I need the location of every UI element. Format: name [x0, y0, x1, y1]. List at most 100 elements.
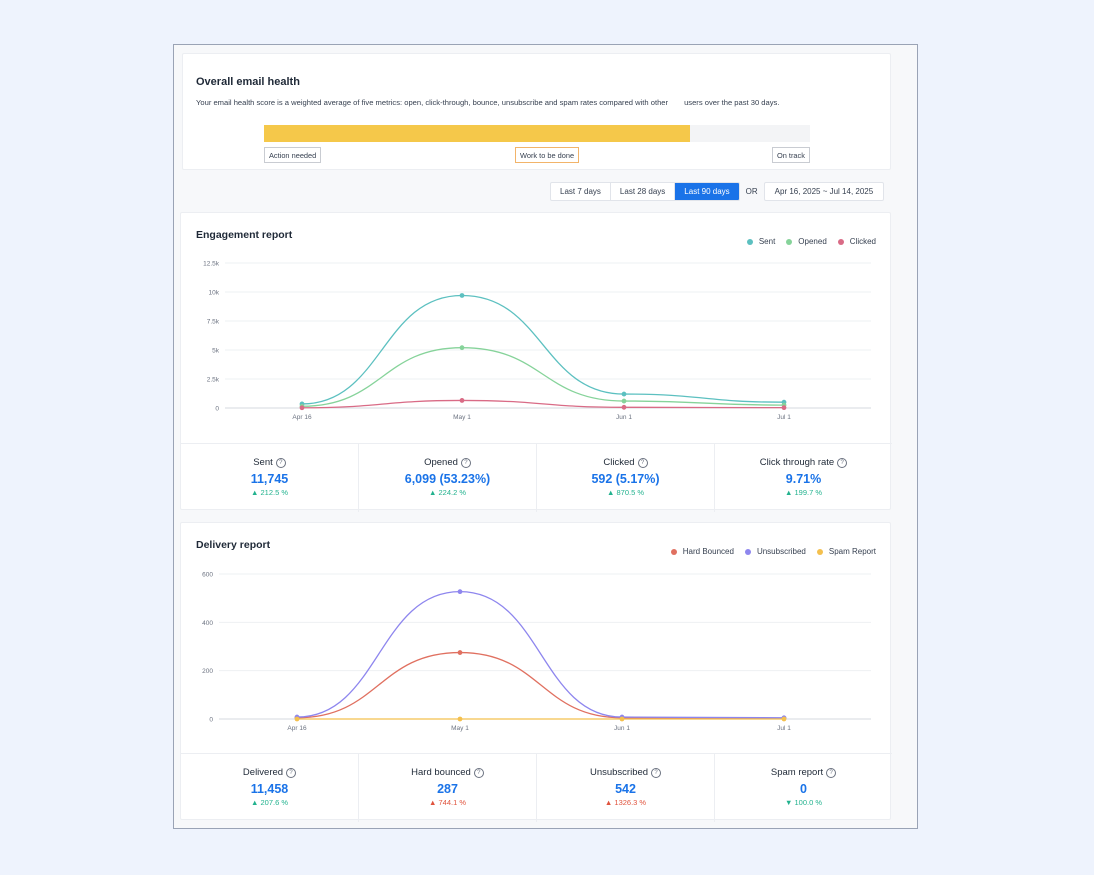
engagement-report-title: Engagement report	[196, 229, 293, 241]
stat-change: ▲ 870.5 %	[606, 488, 645, 497]
series-line-opened	[301, 347, 785, 407]
legend-label: Clicked	[849, 237, 876, 246]
legend-dot	[670, 548, 677, 555]
x-tick-label: Jun 1	[616, 414, 632, 421]
email-health-card: Overall email health Your email health s…	[182, 53, 891, 170]
y-tick-label: 200	[202, 668, 213, 675]
series-line-clicked	[301, 399, 785, 409]
legend-clicked[interactable]: Clicked	[837, 237, 876, 246]
stat-change: ▲ 199.7 %	[784, 488, 823, 497]
legend-label: Unsubscribed	[756, 547, 806, 556]
date-filters: Last 7 days Last 28 days Last 90 days OR…	[550, 182, 885, 201]
legend-label: Spam Report	[828, 547, 876, 556]
stat-spam-report: Spam report? 0 ▼ 100.0 %	[715, 754, 892, 822]
legend-dot	[746, 238, 753, 245]
legend-spam-report[interactable]: Spam Report	[816, 547, 876, 556]
data-point[interactable]	[459, 398, 465, 403]
stat-label: Delivered	[242, 767, 284, 778]
stat-change: ▲ 207.6 %	[250, 798, 289, 807]
legend-unsubscribed[interactable]: Unsubscribed	[744, 547, 806, 556]
y-tick-label: 0	[215, 406, 219, 413]
help-icon[interactable]: ?	[637, 457, 648, 468]
data-point[interactable]	[457, 650, 463, 655]
stat-label: Sent	[253, 457, 273, 468]
last-7-days-button[interactable]: Last 7 days	[551, 183, 611, 200]
data-point[interactable]	[781, 405, 787, 411]
description-part-1: Your email health score is a weighted av…	[196, 98, 669, 107]
stat-change: ▲ 224.2 %	[428, 488, 467, 497]
engagement-stats: Sent? 11,745 ▲ 212.5 % Opened? 6,099 (53…	[181, 443, 892, 512]
help-icon[interactable]: ?	[286, 767, 297, 778]
series-line-unsubscribed	[296, 590, 785, 719]
date-range-picker[interactable]: Apr 16, 2025 ~ Jul 14, 2025	[763, 182, 885, 201]
stat-label: Hard bounced	[411, 767, 471, 778]
stat-sent: Sent? 11,745 ▲ 212.5 %	[181, 444, 359, 512]
data-point[interactable]	[457, 589, 463, 595]
help-icon[interactable]: ?	[837, 457, 848, 468]
delivery-chart: 0 200 400 600 Apr 16 May 1 Jun 1 Jul 1	[202, 572, 871, 732]
help-icon[interactable]: ?	[651, 767, 662, 778]
on-track-label: On track	[772, 147, 810, 163]
stat-value: 542	[615, 782, 636, 796]
help-icon[interactable]: ?	[275, 457, 286, 468]
delivery-report-card: Delivery report Hard Bounced Unsubscribe…	[180, 522, 892, 822]
data-point[interactable]	[619, 716, 625, 722]
x-tick-label: May 1	[453, 414, 471, 421]
stat-value: 287	[437, 782, 458, 796]
data-point[interactable]	[621, 404, 627, 410]
data-point[interactable]	[457, 716, 463, 722]
health-score-fill	[264, 125, 690, 142]
help-icon[interactable]: ?	[473, 767, 484, 778]
legend-dot	[816, 548, 823, 555]
data-point[interactable]	[781, 716, 787, 722]
stat-change: ▼ 100.0 %	[784, 798, 823, 807]
stat-value: 11,458	[250, 782, 289, 796]
legend-label: Opened	[798, 237, 827, 246]
delivery-stats: Delivered? 11,458 ▲ 207.6 % Hard bounced…	[181, 753, 892, 822]
legend-opened[interactable]: Opened	[786, 237, 827, 246]
help-icon[interactable]: ?	[460, 457, 471, 468]
stat-click-through-rate: Click through rate? 9.71% ▲ 199.7 %	[715, 444, 892, 512]
series-line-sent	[301, 294, 785, 405]
data-point[interactable]	[621, 398, 627, 404]
stat-value: 6,099 (53.23%)	[404, 472, 491, 486]
stat-label: Spam report	[770, 767, 824, 778]
data-point[interactable]	[299, 405, 305, 411]
stat-label: Unsubscribed	[589, 767, 649, 778]
stat-value: 0	[800, 782, 807, 796]
or-label: OR	[745, 187, 758, 196]
email-health-description: Your email health score is a weighted av…	[196, 98, 779, 107]
data-point[interactable]	[459, 345, 465, 351]
last-90-days-button[interactable]: Last 90 days	[675, 183, 739, 200]
stat-delivered: Delivered? 11,458 ▲ 207.6 %	[181, 754, 359, 822]
y-tick-label: 7.5k	[207, 319, 220, 326]
stat-value: 11,745	[250, 472, 289, 486]
data-point[interactable]	[294, 716, 300, 722]
stat-change: ▲ 744.1 %	[428, 798, 467, 807]
description-part-2: users over the past 30 days.	[684, 98, 780, 107]
legend-label: Sent	[758, 237, 776, 246]
data-point[interactable]	[459, 293, 465, 298]
health-score-bar	[264, 125, 810, 142]
report-frame: Overall email health Your email health s…	[173, 44, 918, 829]
y-tick-label: 0	[209, 717, 213, 724]
stat-clicked: Clicked? 592 (5.17%) ▲ 870.5 %	[537, 444, 715, 512]
y-tick-label: 2.5k	[207, 377, 220, 384]
stat-label: Click through rate	[759, 457, 835, 468]
help-icon[interactable]: ?	[826, 767, 837, 778]
y-tick-label: 10k	[209, 290, 220, 297]
email-health-title: Overall email health	[196, 76, 300, 88]
y-tick-label: 600	[202, 572, 213, 579]
stat-label: Clicked	[603, 457, 635, 468]
legend-hard-bounced[interactable]: Hard Bounced	[670, 547, 734, 556]
data-point[interactable]	[621, 391, 627, 397]
legend-dot	[744, 548, 751, 555]
action-needed-label: Action needed	[264, 147, 322, 163]
legend-sent[interactable]: Sent	[746, 237, 776, 246]
last-28-days-button[interactable]: Last 28 days	[611, 183, 676, 200]
x-tick-label: Apr 16	[292, 414, 312, 421]
stat-unsubscribed: Unsubscribed? 542 ▲ 1326.3 %	[537, 754, 715, 822]
x-tick-label: Jul 1	[777, 414, 791, 421]
delivery-report-title: Delivery report	[196, 539, 271, 551]
delivery-legend: Hard Bounced Unsubscribed Spam Report	[660, 547, 876, 556]
